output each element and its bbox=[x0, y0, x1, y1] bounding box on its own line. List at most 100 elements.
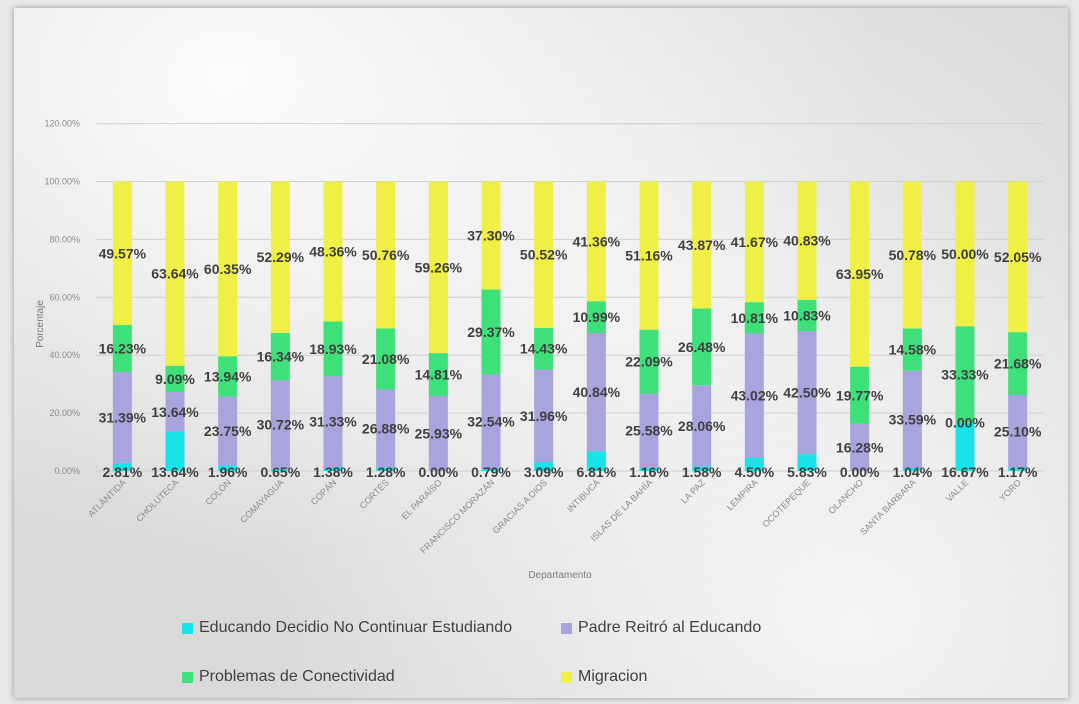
bar-segment[interactable] bbox=[270, 469, 290, 471]
bar-segment[interactable] bbox=[586, 181, 606, 302]
bar-segment[interactable] bbox=[692, 466, 712, 471]
bar-segment[interactable] bbox=[692, 385, 712, 467]
data-label: 6.81% bbox=[576, 464, 616, 480]
bar-segment[interactable] bbox=[1008, 467, 1028, 471]
data-label: 63.95% bbox=[836, 266, 884, 282]
bar-segment[interactable] bbox=[428, 395, 448, 471]
bar-segment[interactable] bbox=[112, 325, 132, 372]
bar-segment[interactable] bbox=[902, 370, 922, 468]
data-label: 40.84% bbox=[573, 384, 621, 400]
data-label: 13.94% bbox=[204, 368, 252, 384]
bar-segment[interactable] bbox=[428, 181, 448, 354]
data-label: 2.81% bbox=[102, 464, 142, 480]
bar-segment[interactable] bbox=[955, 326, 975, 423]
bar-segment[interactable] bbox=[218, 396, 238, 466]
legend-swatch bbox=[182, 622, 193, 634]
data-label: 1.58% bbox=[682, 464, 722, 480]
bar-segment[interactable] bbox=[692, 308, 712, 386]
data-label: 25.93% bbox=[415, 425, 463, 441]
bar-segment[interactable] bbox=[534, 369, 554, 463]
bar-segment[interactable] bbox=[112, 462, 132, 471]
x-category-label: ATLÁNTIDA bbox=[86, 477, 128, 519]
bar-segment[interactable] bbox=[376, 389, 396, 468]
bar-segment[interactable] bbox=[376, 181, 396, 329]
bar-segment[interactable] bbox=[165, 181, 185, 366]
bar-segment[interactable] bbox=[481, 468, 501, 471]
data-label: 31.39% bbox=[99, 409, 147, 425]
bar-segment[interactable] bbox=[323, 467, 343, 471]
bar-segment[interactable] bbox=[586, 333, 606, 452]
bar-segment[interactable] bbox=[376, 328, 396, 390]
bar-segment[interactable] bbox=[1008, 394, 1028, 468]
bar-segment[interactable] bbox=[850, 366, 870, 424]
bar-segment[interactable] bbox=[165, 365, 185, 393]
data-label: 18.93% bbox=[309, 341, 357, 357]
bar-segment[interactable] bbox=[797, 331, 817, 455]
data-label: 50.52% bbox=[520, 247, 568, 263]
bar-segment[interactable] bbox=[481, 181, 501, 290]
bar-segment[interactable] bbox=[902, 181, 922, 329]
legend-item-migracion[interactable]: Migracion bbox=[561, 668, 647, 686]
data-label: 10.99% bbox=[573, 309, 621, 325]
bar-segment[interactable] bbox=[639, 467, 659, 471]
data-label: 29.37% bbox=[467, 324, 515, 340]
bar-segment[interactable] bbox=[428, 353, 448, 396]
x-category-label: LA PAZ bbox=[679, 477, 708, 506]
bar-segment[interactable] bbox=[112, 371, 132, 463]
bar-segment[interactable] bbox=[323, 181, 343, 322]
legend-item-padre[interactable]: Padre Reitró al Educando bbox=[561, 619, 761, 637]
x-category-label: CORTÉS bbox=[358, 477, 391, 510]
y-axis-ticks: 0.00% 20.00% 40.00% 60.00% 80.00% 100.00% 120.… bbox=[44, 119, 80, 476]
bar-segment[interactable] bbox=[639, 181, 659, 330]
bar-segment[interactable] bbox=[692, 181, 712, 309]
data-label: 31.96% bbox=[520, 408, 568, 424]
x-axis-categories: ATLÁNTIDA CHOLUTECA COLÓN COMAYAGUA COPÁN COR… bbox=[86, 477, 1023, 555]
bar-segment[interactable] bbox=[323, 321, 343, 377]
bar-segment[interactable] bbox=[1008, 332, 1028, 395]
bar-segment[interactable] bbox=[165, 431, 185, 471]
bar-segment[interactable] bbox=[797, 454, 817, 471]
bar-segment[interactable] bbox=[218, 181, 238, 357]
bar-segment[interactable] bbox=[902, 328, 922, 371]
legend-item-educando[interactable]: Educando Decidio No Continuar Estudiando bbox=[182, 619, 512, 637]
bar-segment[interactable] bbox=[850, 181, 870, 367]
bar-segment[interactable] bbox=[797, 181, 817, 300]
bar-segment[interactable] bbox=[112, 181, 132, 326]
data-label: 32.54% bbox=[467, 414, 515, 430]
bar-segment[interactable] bbox=[797, 299, 817, 332]
bar-segment[interactable] bbox=[744, 457, 764, 471]
legend-item-conectividad[interactable]: Problemas de Conectividad bbox=[182, 668, 395, 686]
bar-segment[interactable] bbox=[481, 374, 501, 469]
bar-segment[interactable] bbox=[744, 333, 764, 458]
bar-segment[interactable] bbox=[586, 301, 606, 334]
bar-segment[interactable] bbox=[218, 465, 238, 471]
bar-segment[interactable] bbox=[534, 462, 554, 471]
data-label: 13.64% bbox=[151, 404, 199, 420]
bar-segment[interactable] bbox=[1008, 181, 1028, 333]
bar-segment[interactable] bbox=[270, 181, 290, 333]
x-category-label: INTIBUCÁ bbox=[565, 477, 602, 514]
bar-segment[interactable] bbox=[270, 332, 290, 381]
bar-segment[interactable] bbox=[902, 467, 922, 471]
x-category-label: CHOLUTECA bbox=[134, 477, 180, 523]
legend-label: Padre Reitró al Educando bbox=[578, 619, 762, 636]
data-label: 59.26% bbox=[415, 259, 463, 275]
bar-segment[interactable] bbox=[955, 422, 975, 471]
bar-segment[interactable] bbox=[639, 393, 659, 468]
bar-segment[interactable] bbox=[850, 423, 870, 471]
bar-segment[interactable] bbox=[744, 181, 764, 303]
bar-segment[interactable] bbox=[376, 467, 396, 471]
bar-segment[interactable] bbox=[639, 329, 659, 394]
bar-segment[interactable] bbox=[218, 356, 238, 397]
bar-segment[interactable] bbox=[534, 327, 554, 370]
bar-segment[interactable] bbox=[744, 302, 764, 334]
bar-segment[interactable] bbox=[481, 289, 501, 375]
y-tick-label: 80.00% bbox=[49, 234, 80, 244]
bar-segment[interactable] bbox=[955, 181, 975, 327]
bar-segment[interactable] bbox=[323, 376, 343, 468]
bar-segment[interactable] bbox=[165, 392, 185, 432]
y-tick-label: 60.00% bbox=[49, 292, 80, 302]
bar-segment[interactable] bbox=[586, 451, 606, 471]
bar-segment[interactable] bbox=[534, 181, 554, 328]
bar-segment[interactable] bbox=[270, 380, 290, 470]
